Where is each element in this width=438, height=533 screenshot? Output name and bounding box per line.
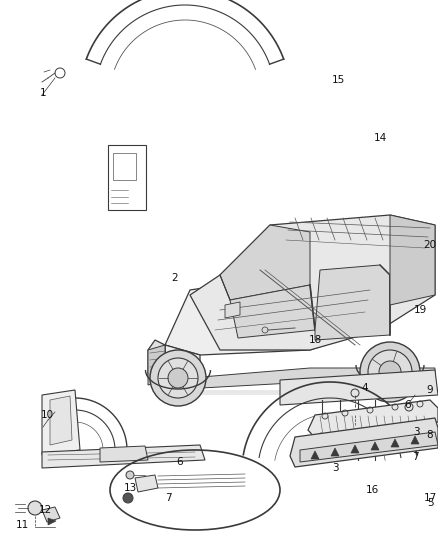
Polygon shape [148,345,165,385]
Circle shape [123,493,133,503]
Polygon shape [331,448,339,456]
Text: 12: 12 [39,505,52,515]
Polygon shape [165,368,435,390]
Polygon shape [290,418,438,467]
Text: 3: 3 [332,463,338,473]
Text: 10: 10 [40,410,53,420]
Polygon shape [230,285,315,338]
Text: 7: 7 [412,452,418,462]
Polygon shape [48,518,56,525]
Polygon shape [50,396,72,445]
Polygon shape [165,345,200,385]
Polygon shape [42,390,80,455]
Polygon shape [411,436,419,444]
Polygon shape [280,370,438,405]
Polygon shape [311,451,319,459]
Circle shape [360,342,420,402]
Polygon shape [315,265,390,340]
Text: 2: 2 [172,273,178,283]
Text: 4: 4 [362,383,368,393]
Text: 13: 13 [124,483,137,493]
Text: 8: 8 [427,430,433,440]
Polygon shape [391,439,399,447]
Polygon shape [225,302,240,318]
Text: 5: 5 [427,498,433,508]
Polygon shape [155,390,430,395]
Circle shape [158,358,198,398]
Polygon shape [308,400,438,438]
Polygon shape [220,225,310,300]
Circle shape [379,361,401,383]
Text: 17: 17 [424,493,437,503]
Polygon shape [42,445,205,468]
Polygon shape [135,475,158,492]
Circle shape [150,350,206,406]
Text: 6: 6 [405,400,411,410]
Polygon shape [300,432,438,462]
Text: 6: 6 [177,457,184,467]
Text: 16: 16 [365,485,378,495]
Text: 18: 18 [308,335,321,345]
Polygon shape [351,445,359,453]
Text: 15: 15 [332,75,345,85]
Polygon shape [371,442,379,450]
Polygon shape [190,215,435,350]
Text: 1: 1 [40,88,46,98]
Polygon shape [165,270,385,355]
Polygon shape [148,340,165,388]
Text: 20: 20 [424,240,437,250]
Text: 19: 19 [413,305,427,315]
Polygon shape [100,446,148,462]
Polygon shape [42,507,60,522]
Text: 11: 11 [15,520,28,530]
Circle shape [28,501,42,515]
Text: 7: 7 [165,493,171,503]
Text: 3: 3 [413,427,419,437]
Circle shape [126,471,134,479]
Text: 9: 9 [427,385,433,395]
Polygon shape [390,215,435,305]
Circle shape [168,368,188,388]
Circle shape [368,350,412,394]
Text: 14: 14 [373,133,387,143]
